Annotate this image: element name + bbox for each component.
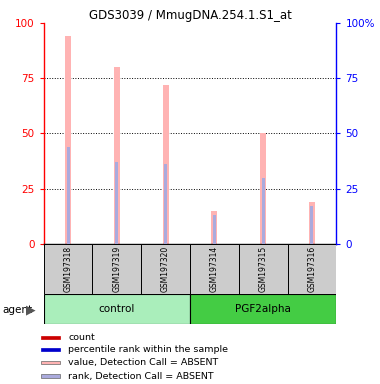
Text: GSM197320: GSM197320 [161, 246, 170, 292]
Bar [164, 164, 167, 244]
Bar [262, 178, 264, 244]
Text: ▶: ▶ [26, 303, 35, 316]
Title: GDS3039 / MmugDNA.254.1.S1_at: GDS3039 / MmugDNA.254.1.S1_at [89, 9, 291, 22]
Bar [310, 206, 314, 244]
Bar [41, 361, 60, 364]
Text: value, Detection Call = ABSENT: value, Detection Call = ABSENT [68, 358, 218, 367]
Text: GSM197314: GSM197314 [210, 246, 219, 292]
Text: rank, Detection Call = ABSENT: rank, Detection Call = ABSENT [68, 372, 214, 381]
Text: GSM197316: GSM197316 [307, 246, 317, 292]
Bar [114, 67, 120, 244]
Bar [44, 294, 190, 324]
Text: count: count [68, 333, 95, 342]
Bar [239, 244, 288, 294]
Bar [41, 374, 60, 377]
Text: GSM197319: GSM197319 [112, 246, 121, 292]
Bar [211, 211, 217, 244]
Bar [92, 244, 141, 294]
Bar [41, 348, 60, 351]
Bar [65, 36, 71, 244]
Text: GSM197315: GSM197315 [259, 246, 268, 292]
Bar [41, 336, 60, 339]
Text: PGF2alpha: PGF2alpha [235, 304, 291, 314]
Bar [190, 244, 239, 294]
Bar [260, 134, 266, 244]
Bar [213, 215, 216, 244]
Bar [190, 294, 336, 324]
Text: GSM197318: GSM197318 [63, 246, 73, 292]
Text: agent: agent [2, 305, 32, 315]
Bar [44, 244, 92, 294]
Text: percentile rank within the sample: percentile rank within the sample [68, 345, 228, 354]
Bar [141, 244, 190, 294]
Bar [288, 244, 336, 294]
Bar [66, 147, 70, 244]
Bar [163, 85, 169, 244]
Text: control: control [99, 304, 135, 314]
Bar [309, 202, 315, 244]
Bar [116, 162, 118, 244]
